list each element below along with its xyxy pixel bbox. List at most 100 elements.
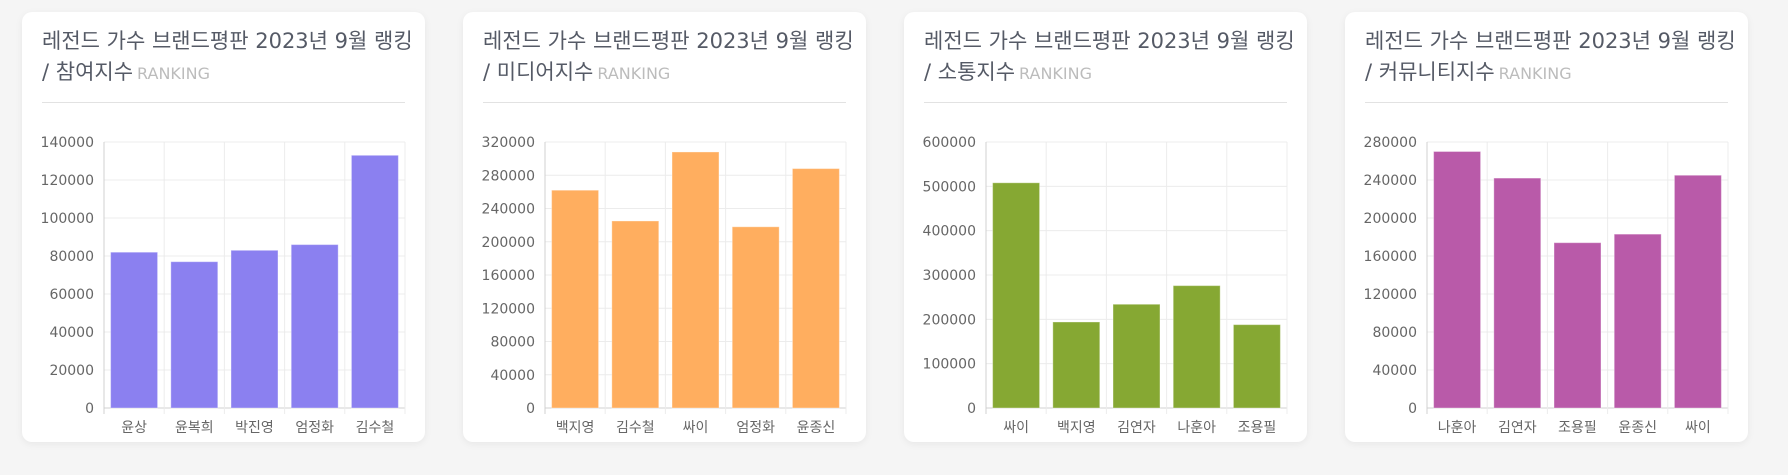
y-tick-label: 100000 [923,357,976,373]
bar [1553,242,1602,409]
ranking-tag: RANKING [1019,64,1092,83]
y-tick-label: 120000 [482,301,535,317]
bar-chart: 0 40000 80000 120000 160000 200000 240000 28000… [1364,135,1729,436]
y-tick-label: 140000 [41,135,94,151]
x-tick-label: 싸이 [683,420,709,436]
x-tick-label: 김수철 [616,420,655,436]
bar [290,244,339,409]
y-tick-label: 320000 [482,135,535,151]
x-tick-label: 조용필 [1238,420,1277,436]
bar [551,189,600,409]
x-tick-label: 김연자 [1117,420,1156,436]
card-community: 레전드 가수 브랜드평판 2023년 9월 랭킹 / 커뮤니티지수 RANKING… [1345,12,1748,442]
y-tick-label: 0 [1408,401,1417,417]
card-header: 레전드 가수 브랜드평판 2023년 9월 랭킹 / 미디어지수 RANKING [483,26,854,103]
bar [791,168,840,409]
x-tick-label: 싸이 [1685,420,1711,436]
x-tick-label: 엄정화 [736,420,775,436]
card-title: 레전드 가수 브랜드평판 2023년 9월 랭킹 [1365,29,1736,53]
card-header: 레전드 가수 브랜드평판 2023년 9월 랭킹 / 참여지수 RANKING [42,26,413,103]
y-tick-label: 80000 [490,335,535,351]
card-subtitle: / 미디어지수 RANKING [483,57,846,89]
y-tick-label: 280000 [482,168,535,184]
ranking-tag: RANKING [137,64,210,83]
bar [110,251,159,409]
x-tick-label: 엄정화 [295,420,334,436]
card-title: 레전드 가수 브랜드평판 2023년 9월 랭킹 [924,29,1295,53]
bar [230,249,279,409]
x-tick-label: 백지영 [556,420,595,436]
bar-chart: 0 40000 80000 120000 160000 200000 240000 28000… [482,135,847,436]
card-subtitle: / 커뮤니티지수 RANKING [1365,57,1728,89]
bar [1673,174,1722,409]
y-tick-label: 40000 [1372,363,1417,379]
card-subtitle-text: / 소통지수 [924,60,1016,84]
card-participation: 레전드 가수 브랜드평판 2023년 9월 랭킹 / 참여지수 RANKING 0… [22,12,425,442]
bar [1172,285,1221,409]
y-tick-label: 80000 [49,249,94,265]
card-header: 레전드 가수 브랜드평판 2023년 9월 랭킹 / 커뮤니티지수 RANKING [1365,26,1736,103]
x-tick-label: 윤복희 [175,420,214,436]
card-title: 레전드 가수 브랜드평판 2023년 9월 랭킹 [483,29,854,53]
y-tick-label: 240000 [482,202,535,218]
y-tick-label: 0 [526,401,535,417]
y-tick-label: 120000 [41,173,94,189]
bar [992,182,1041,409]
bar [1052,321,1101,409]
y-tick-label: 40000 [490,368,535,384]
y-tick-label: 400000 [923,224,976,240]
card-header: 레전드 가수 브랜드평판 2023년 9월 랭킹 / 소통지수 RANKING [924,26,1295,103]
y-tick-label: 200000 [1364,211,1417,227]
y-tick-label: 60000 [49,287,94,303]
x-tick-label: 나훈아 [1177,420,1216,436]
bar [1232,324,1281,409]
x-tick-label: 윤종신 [797,420,836,436]
x-tick-label: 조용필 [1558,420,1597,436]
card-title: 레전드 가수 브랜드평판 2023년 9월 랭킹 [42,29,413,53]
bar-chart: 0 20000 40000 60000 80000 100000 120000 140000 윤… [41,135,406,436]
ranking-tag: RANKING [1498,64,1572,83]
y-tick-label: 280000 [1364,135,1417,151]
x-tick-label: 윤상 [121,420,147,436]
x-tick-label: 나훈아 [1438,420,1477,436]
y-tick-label: 40000 [49,325,94,341]
x-tick-label: 윤종신 [1618,420,1657,436]
bar [1493,177,1542,409]
y-tick-label: 0 [85,401,94,417]
y-tick-label: 120000 [1364,287,1417,303]
y-tick-label: 500000 [923,179,976,195]
y-tick-label: 300000 [923,268,976,284]
y-tick-label: 200000 [923,312,976,328]
y-tick-label: 0 [967,401,976,417]
card-subtitle-text: / 미디어지수 [483,60,594,84]
y-tick-label: 240000 [1364,173,1417,189]
card-subtitle: / 소통지수 RANKING [924,57,1287,89]
bar [1433,151,1482,409]
card-subtitle-text: / 커뮤니티지수 [1365,60,1495,84]
y-tick-label: 160000 [482,268,535,284]
x-tick-label: 김수철 [356,420,395,436]
y-tick-label: 600000 [923,135,976,151]
bar [731,226,780,409]
y-tick-label: 200000 [482,235,535,251]
bar [350,154,399,409]
x-tick-label: 백지영 [1057,420,1096,436]
bar [1613,233,1662,409]
y-tick-label: 100000 [41,211,94,227]
bar [170,261,219,409]
bar [1112,303,1161,409]
bar [671,151,720,409]
card-subtitle: / 참여지수 RANKING [42,57,405,89]
ranking-tag: RANKING [597,64,671,83]
x-tick-label: 김연자 [1498,420,1537,436]
y-tick-label: 80000 [1372,325,1417,341]
y-tick-label: 160000 [1364,249,1417,265]
bar-chart: 0 100000 200000 300000 400000 500000 600000 싸이 백… [923,135,1288,436]
card-communication: 레전드 가수 브랜드평판 2023년 9월 랭킹 / 소통지수 RANKING 0… [904,12,1307,442]
card-media: 레전드 가수 브랜드평판 2023년 9월 랭킹 / 미디어지수 RANKING … [463,12,866,442]
card-subtitle-text: / 참여지수 [42,60,134,84]
bar [611,220,660,409]
x-tick-label: 싸이 [1003,420,1029,436]
y-tick-label: 20000 [49,363,94,379]
